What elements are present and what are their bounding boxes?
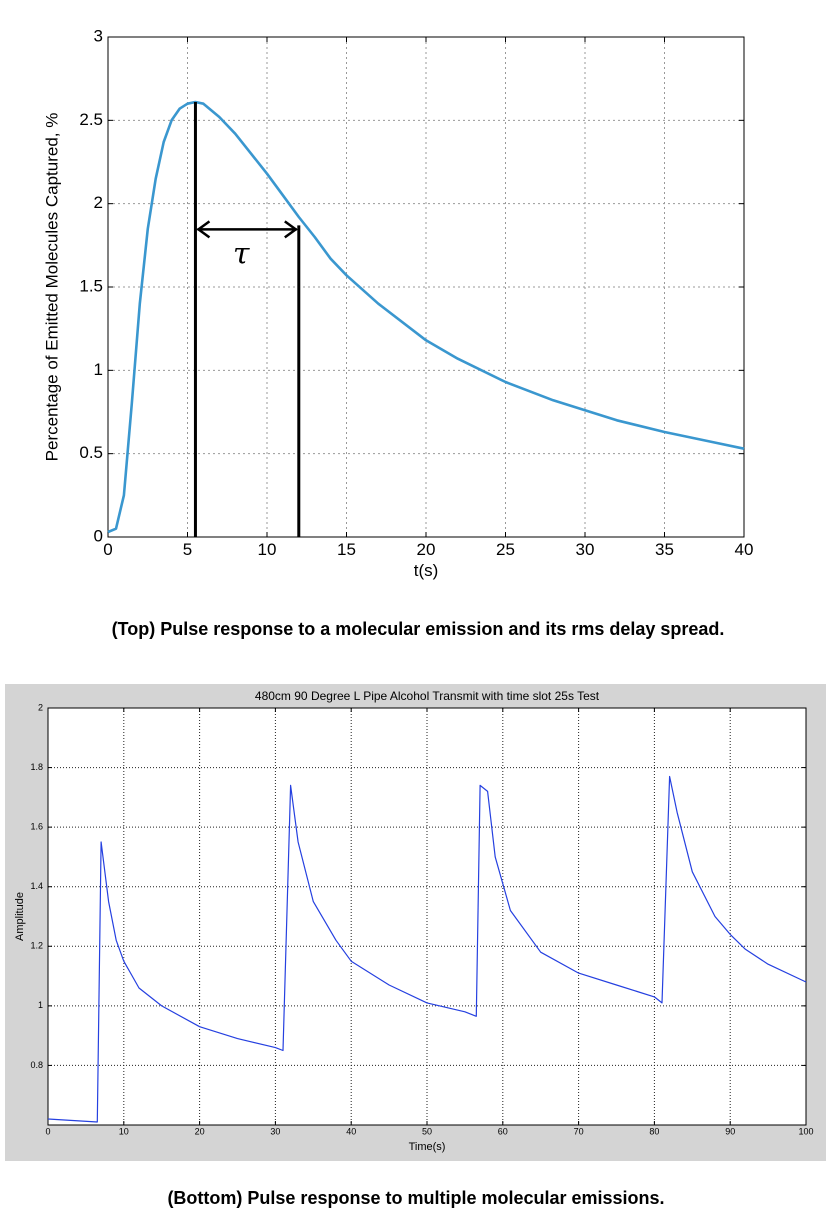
y-tick-label: 0	[94, 526, 103, 545]
y-axis-label: Percentage of Emitted Molecules Captured…	[42, 113, 61, 462]
x-tick-label: 40	[735, 540, 754, 559]
plot-frame	[107, 36, 745, 538]
caption: (Top) Pulse response to a molecular emis…	[112, 619, 725, 639]
y-tick-label: 1.8	[30, 762, 43, 772]
x-tick-label: 0	[45, 1127, 50, 1137]
arrow-head	[196, 220, 211, 239]
x-axis-label: Time(s)	[409, 1141, 446, 1153]
x-tick-label: 35	[655, 540, 674, 559]
x-tick-label: 25	[496, 540, 515, 559]
chart-title: 480cm 90 Degree L Pipe Alcohol Transmit …	[255, 689, 600, 703]
x-tick-label: 20	[417, 540, 436, 559]
y-tick-label: 3	[94, 26, 103, 45]
y-tick-label: 1.4	[30, 881, 43, 891]
annotation: τ	[233, 236, 250, 271]
x-tick-label: 50	[422, 1127, 432, 1137]
x-axis-label: t(s)	[414, 561, 439, 580]
y-tick-label: 0.8	[30, 1060, 43, 1070]
y-tick-label: 1.6	[30, 822, 43, 832]
x-tick-label: 40	[346, 1127, 356, 1137]
x-tick-label: 10	[119, 1127, 129, 1137]
y-tick-label: 2.5	[79, 110, 103, 129]
x-tick-label: 60	[498, 1127, 508, 1137]
x-tick-label: 20	[195, 1127, 205, 1137]
x-tick-label: 100	[798, 1127, 813, 1137]
data-line	[47, 775, 807, 1123]
x-tick-label: 80	[649, 1127, 659, 1137]
arrow-head	[284, 220, 298, 239]
x-tick-label: 30	[576, 540, 595, 559]
caption: (Bottom) Pulse response to multiple mole…	[167, 1188, 664, 1208]
plot-frame	[47, 707, 807, 1126]
x-tick-label: 5	[183, 540, 192, 559]
y-tick-label: 2	[94, 193, 103, 212]
x-tick-label: 90	[725, 1127, 735, 1137]
x-tick-label: 30	[270, 1127, 280, 1137]
y-tick-label: 1.5	[79, 276, 103, 295]
y-tick-label: 1	[94, 360, 103, 379]
x-tick-label: 0	[103, 540, 112, 559]
x-tick-label: 70	[574, 1127, 584, 1137]
y-tick-label: 2	[38, 702, 43, 712]
y-axis-label: Amplitude	[14, 892, 26, 941]
y-tick-label: 1.2	[30, 941, 43, 951]
x-tick-label: 10	[258, 540, 277, 559]
y-tick-label: 1	[38, 1000, 43, 1010]
y-tick-label: 0.5	[79, 443, 103, 462]
x-tick-label: 15	[337, 540, 356, 559]
data-line	[107, 100, 745, 534]
